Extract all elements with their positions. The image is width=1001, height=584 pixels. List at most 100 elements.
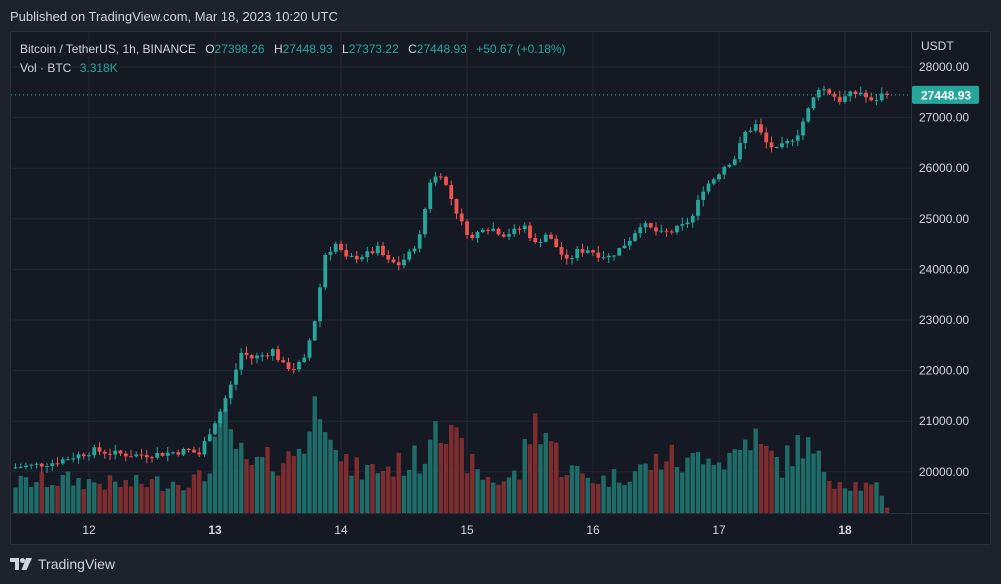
- volume-bar: [307, 431, 312, 513]
- volume-bar: [564, 475, 569, 513]
- volume-bar: [254, 456, 260, 513]
- candle-body: [459, 213, 464, 222]
- price-axis-currency: USDT: [921, 39, 954, 53]
- volume-bar: [359, 479, 365, 513]
- published-caption: Published on TradingView.com, Mar 18, 20…: [10, 9, 338, 24]
- volume-bar: [832, 488, 837, 513]
- candle-body: [711, 179, 716, 184]
- candle-body: [71, 458, 76, 460]
- candle-body: [255, 355, 259, 359]
- candle-body: [223, 398, 228, 412]
- volume-bar: [480, 479, 485, 513]
- volume-bar: [170, 481, 176, 513]
- candle-body: [265, 355, 270, 357]
- last-price-tag: [912, 85, 979, 104]
- candle-body: [218, 411, 223, 424]
- volume-bar: [44, 487, 50, 513]
- candle-body: [270, 349, 275, 357]
- volume-bar: [748, 450, 753, 513]
- candle-body: [554, 238, 559, 248]
- volume-bar: [617, 482, 622, 513]
- volume-bar: [653, 453, 659, 513]
- volume-bar: [212, 436, 218, 513]
- candle-body: [564, 254, 569, 259]
- volume-bar: [123, 480, 128, 513]
- candle-body: [575, 249, 580, 259]
- volume-bar: [438, 442, 443, 513]
- candle-body: [60, 459, 65, 464]
- candle-body: [480, 229, 485, 233]
- volume-bar: [333, 450, 338, 513]
- volume-bar: [842, 488, 848, 513]
- candle-body: [475, 232, 480, 239]
- volume-bar: [512, 470, 517, 513]
- candle-body: [627, 240, 632, 246]
- candle-body: [795, 135, 800, 141]
- volume-bar: [328, 439, 333, 513]
- chart-panel[interactable]: USDT 20000.00 21000.00 22000.00 23000.00 2400…: [10, 31, 991, 545]
- candle-body: [276, 349, 280, 361]
- x-tick-label: 12: [82, 523, 96, 537]
- volume-bar: [543, 432, 548, 513]
- volume-bar: [685, 457, 690, 513]
- candle-body: [522, 225, 527, 230]
- candle-body: [633, 233, 637, 241]
- candle-body: [360, 257, 364, 260]
- legend-open-label: O: [205, 42, 215, 56]
- legend-volume-label[interactable]: Vol · BTC: [20, 61, 72, 75]
- x-tick-label: 18: [838, 523, 852, 537]
- volume-bar: [97, 483, 102, 513]
- volume-bar: [538, 444, 543, 513]
- volume-bar: [65, 471, 71, 513]
- candle-body: [449, 185, 454, 200]
- legend-high-value: 27448.93: [282, 42, 333, 56]
- volume-bar: [764, 445, 769, 513]
- candle-body: [732, 159, 737, 165]
- volume-bar: [459, 438, 464, 513]
- volume-bar: [155, 476, 160, 513]
- volume-bar: [113, 481, 118, 513]
- legend-change: +50.67 (+0.18%): [476, 42, 566, 56]
- volume-bar: [774, 456, 779, 513]
- candle-body: [433, 176, 438, 183]
- volume-bar: [249, 464, 254, 513]
- candle-body: [606, 255, 611, 258]
- volume-bar: [55, 485, 60, 513]
- candle-body: [853, 91, 858, 95]
- candle-body: [874, 100, 879, 102]
- candle-body: [333, 243, 338, 252]
- volume-bar: [454, 427, 459, 513]
- candle-body: [612, 255, 616, 257]
- last-price-label: 27448.93: [921, 88, 971, 102]
- volume-bar: [533, 413, 538, 513]
- candlestick-chart[interactable]: USDT 20000.00 21000.00 22000.00 23000.00 2400…: [11, 32, 990, 544]
- volume-bar: [853, 482, 858, 513]
- volume-bar: [638, 464, 643, 513]
- volume-bar: [407, 469, 412, 513]
- candle-body: [596, 252, 601, 258]
- candle-body: [465, 221, 469, 235]
- legend-low-label: L: [342, 42, 349, 56]
- volume-bar: [433, 421, 438, 513]
- volume-bar: [344, 454, 349, 513]
- volume-bar: [622, 485, 627, 513]
- candle-body: [869, 97, 874, 101]
- volume-bar: [816, 450, 821, 513]
- legend-close-value: 27448.93: [416, 42, 467, 56]
- candle-body: [549, 234, 553, 239]
- volume-bar: [144, 487, 149, 513]
- candle-body: [512, 228, 517, 235]
- candle-body: [45, 466, 49, 468]
- volume-bar: [716, 462, 722, 513]
- volume-bar: [575, 465, 580, 513]
- volume-bar: [291, 456, 296, 513]
- volume-bar: [606, 486, 611, 513]
- legend-symbol[interactable]: Bitcoin / TetherUS, 1h, BINANCE: [20, 42, 196, 56]
- y-tick-label: 27000.00: [919, 111, 969, 125]
- candle-body: [491, 228, 496, 231]
- volume-bar: [869, 484, 874, 513]
- candle-body: [375, 245, 380, 254]
- candle-body: [318, 287, 322, 322]
- candle-body: [753, 124, 758, 131]
- footer-brand[interactable]: TradingView: [10, 556, 115, 572]
